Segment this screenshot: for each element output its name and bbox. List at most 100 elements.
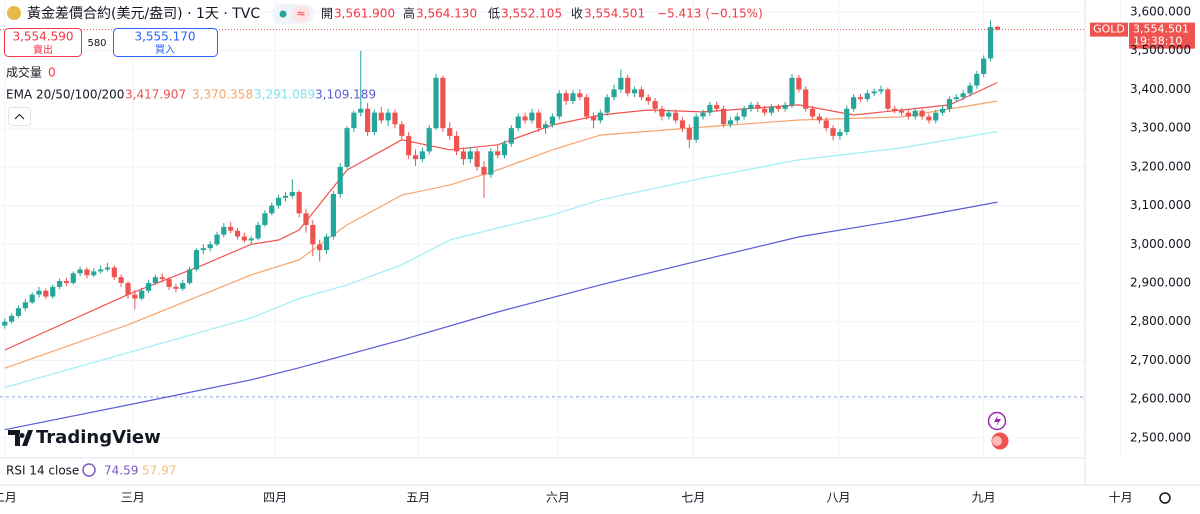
x-tick-label: 六月: [546, 491, 570, 505]
candle-body: [864, 93, 870, 100]
candle-body: [276, 197, 282, 206]
y-tick-label: 2,500.000: [1130, 430, 1191, 444]
candle-body: [501, 143, 508, 156]
x-tick-label: 十月: [1109, 491, 1133, 505]
x-tick-label: 二月: [0, 491, 17, 505]
candle-body: [111, 267, 117, 278]
y-tick-label: 2,900.000: [1130, 276, 1191, 290]
candle-body: [159, 277, 165, 280]
ema-line: [4, 81, 998, 351]
y-tick-label: 2,600.000: [1130, 392, 1191, 406]
candle-body: [481, 166, 487, 175]
ema-line: [4, 131, 998, 389]
candle-body: [145, 283, 152, 291]
candle-body: [296, 192, 302, 214]
y-tick-label: 3,100.000: [1130, 198, 1191, 212]
candle-body: [542, 124, 549, 129]
candle-body: [152, 277, 158, 284]
candle-body: [118, 277, 124, 284]
plot-area: [0, 0, 1122, 458]
candle-body: [399, 124, 405, 136]
volume-value: 0: [48, 66, 56, 80]
candle-body: [98, 269, 104, 272]
candle-body: [898, 110, 905, 113]
candle-body: [693, 116, 699, 140]
candle-body: [700, 112, 706, 117]
candle-body: [994, 26, 1000, 30]
candle-body: [857, 97, 864, 100]
candle-body: [714, 104, 720, 109]
candle-body: [974, 73, 980, 86]
symbol-title[interactable]: 黃金差價合約(美元/盎司) · 1天 · TVC: [27, 5, 260, 22]
logo-text: TradingView: [36, 427, 161, 448]
candle-body: [63, 281, 70, 284]
candle-body: [453, 135, 460, 152]
candle-body: [70, 273, 76, 284]
x-tick-label: 七月: [681, 491, 705, 505]
toggle-icon: [292, 6, 310, 22]
candle-body: [597, 112, 603, 121]
candle-body: [625, 77, 631, 94]
symbol-icon: [7, 6, 21, 20]
candle-body: [180, 283, 186, 289]
candle-body: [768, 106, 775, 113]
candle-body: [214, 234, 220, 245]
rsi-value: 74.59: [104, 464, 138, 478]
candle-body: [631, 89, 638, 94]
candle-body: [803, 89, 809, 109]
candle-body: [255, 224, 261, 239]
candle-body: [748, 104, 754, 109]
candle-body: [248, 238, 254, 241]
candle-body: [727, 120, 734, 125]
candle-body: [878, 89, 884, 92]
candle-body: [467, 151, 473, 160]
collapse-button[interactable]: [8, 107, 31, 126]
candle-body: [830, 128, 836, 136]
close-label: 收: [571, 7, 583, 21]
candle-body: [323, 236, 330, 251]
y-tick-label: 2,700.000: [1130, 353, 1191, 367]
sell-button[interactable]: [4, 28, 82, 57]
candle-body: [207, 244, 213, 249]
candle-body: [56, 281, 63, 287]
candle-body: [125, 283, 131, 295]
candle-body: [495, 151, 501, 156]
candle-body: [2, 321, 8, 326]
event-icon-glyph: [994, 415, 1001, 427]
candle-body: [234, 230, 241, 237]
candle-body: [967, 85, 973, 94]
candle-body: [262, 213, 268, 225]
candle-body: [371, 112, 378, 133]
settings-icon[interactable]: [1159, 492, 1171, 504]
candle-body: [193, 250, 200, 270]
y-tick-label: 3,500.000: [1130, 43, 1191, 57]
candle-body: [919, 110, 925, 117]
candle-body: [809, 108, 816, 117]
candle-body: [15, 308, 22, 316]
candle-body: [426, 128, 432, 152]
candle-body: [132, 294, 138, 299]
y-tick-label: 3,600.000: [1130, 5, 1191, 19]
candle-body: [611, 89, 617, 98]
candle-body: [433, 77, 439, 129]
ema-value: 3,291.089: [254, 88, 315, 102]
candle-body: [36, 290, 42, 295]
sell-price: 3,554.590: [12, 30, 73, 44]
candle-body: [892, 108, 898, 111]
candle-body: [987, 27, 994, 59]
candle-body: [844, 108, 850, 133]
candle-body: [515, 116, 521, 129]
buy-button[interactable]: [113, 28, 218, 57]
candle-body: [269, 205, 275, 214]
candle-body: [837, 132, 843, 136]
symbol-tag-text: GOLD: [1093, 23, 1125, 36]
candle-body: [282, 195, 289, 198]
volume-label: 成交量: [6, 65, 42, 80]
candle-body: [905, 112, 911, 117]
y-tick-label: 3,000.000: [1130, 237, 1191, 251]
candle-body: [508, 128, 514, 144]
ema-value: 3,370.358: [192, 88, 253, 102]
candle-body: [200, 248, 206, 251]
